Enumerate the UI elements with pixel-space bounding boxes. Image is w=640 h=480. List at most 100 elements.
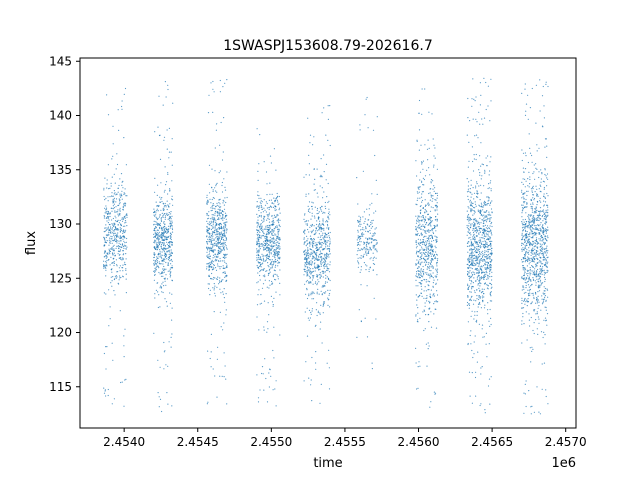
data-point [125,248,127,250]
data-point [480,142,482,144]
data-point [365,98,367,100]
data-point [485,211,487,213]
data-point [527,241,529,243]
data-point [212,268,214,270]
data-point [206,248,209,250]
data-point [124,225,126,227]
data-point [327,201,329,204]
data-point [480,184,482,186]
data-point [259,270,261,273]
data-point [476,361,478,363]
data-point [423,248,425,250]
data-point [483,219,485,222]
data-point [217,263,219,265]
data-point [471,288,473,290]
data-point [484,409,486,411]
data-point [322,276,324,278]
data-point [213,289,215,291]
data-point [427,253,429,255]
data-point [306,270,308,272]
data-point [522,201,525,203]
data-point [223,376,225,378]
data-point [117,224,119,226]
data-point [321,205,323,207]
data-point [267,273,270,275]
data-point [165,301,168,303]
data-point [318,255,320,257]
data-point [111,342,113,344]
data-point [322,237,324,239]
data-point [271,193,273,195]
data-point [122,205,124,208]
data-point [162,259,164,261]
data-point [436,294,439,296]
data-point [313,238,315,241]
data-point [468,285,470,287]
data-point [427,213,429,215]
data-point [109,187,111,189]
data-point [478,272,480,274]
data-point [416,388,418,390]
data-point [107,210,109,212]
data-point [313,240,315,242]
data-point [480,268,482,270]
data-point [359,221,361,223]
data-point [487,385,490,387]
data-point [154,247,156,249]
data-point [111,285,113,287]
data-point [524,241,526,243]
data-point [359,257,361,259]
data-point [311,261,314,263]
data-point [154,242,156,244]
data-point [538,322,540,324]
data-point [491,234,493,236]
data-point [357,237,359,239]
data-point [256,238,258,240]
data-point [471,193,473,195]
data-point [469,276,471,278]
data-point [469,217,471,220]
data-point [220,225,222,228]
data-point [113,238,116,240]
data-point [314,252,316,255]
data-point [321,187,323,189]
data-point [427,251,429,253]
data-point [321,286,323,288]
data-point [325,265,327,267]
data-point [357,261,359,263]
data-point [469,270,471,272]
data-point [475,134,478,136]
data-point [169,221,171,223]
data-point [542,209,545,211]
data-point [423,258,425,261]
data-point [476,295,478,297]
data-point [422,243,424,245]
data-point [105,212,107,214]
data-point [470,296,472,298]
data-point [487,196,489,198]
data-point [467,288,470,290]
data-point [123,247,125,249]
data-point [112,240,114,242]
data-point [259,248,261,250]
data-point [107,217,110,219]
data-point [543,248,545,250]
data-point [158,226,161,229]
data-point [427,274,429,276]
data-point [328,271,331,273]
data-point [221,181,223,184]
data-point [257,272,259,274]
data-point [418,220,420,222]
data-point [490,78,492,80]
data-point [417,187,419,189]
data-point [481,163,483,165]
data-point [267,239,269,241]
data-point [530,280,532,282]
data-point [259,134,261,136]
data-point [106,187,108,189]
data-point [429,293,431,295]
data-point [272,217,274,219]
data-point [475,300,477,302]
data-point [524,244,526,246]
data-point [277,228,279,230]
